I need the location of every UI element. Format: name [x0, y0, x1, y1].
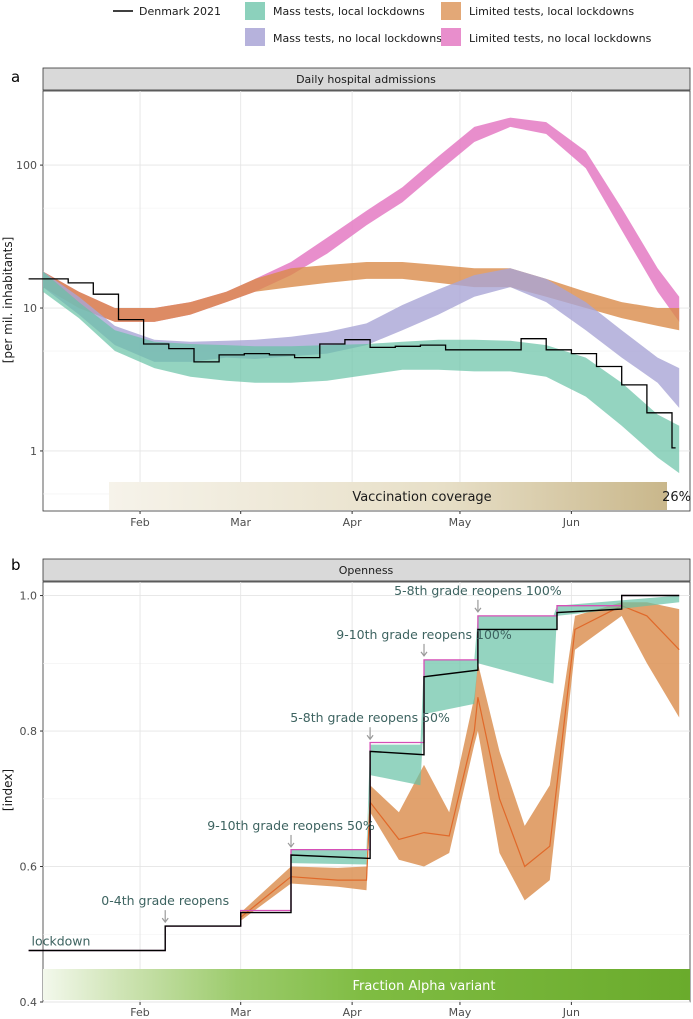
- annotation-label: 0-4th grade reopens: [101, 893, 229, 908]
- x-tick-label: Jun: [562, 516, 580, 529]
- band-limited_local: [240, 602, 680, 921]
- annotation-arrow-head: [287, 842, 295, 848]
- alpha-variant-label: Fraction Alpha variant: [352, 979, 495, 994]
- annotation-label: 5-8th grade reopens 100%: [394, 583, 562, 598]
- x-tick-label: Apr: [343, 516, 363, 529]
- denmark-2021-line: [28, 278, 676, 449]
- panel-a-title: Daily hospital admissions: [296, 73, 436, 86]
- annotation-label: 9-10th grade reopens 100%: [336, 627, 512, 642]
- legend-limited-nolocal-label: Limited tests, no local lockdowns: [469, 32, 652, 45]
- panel-b-annotations: lockdown 0-4th grade reopens 9-10th grade …: [31, 583, 561, 949]
- y-tick-label: 10: [23, 302, 37, 315]
- vaccination-coverage-label: Vaccination coverage: [352, 490, 491, 505]
- band-mass_local: [291, 595, 680, 865]
- panel-a-denmark-line: [28, 278, 676, 449]
- y-tick-label: 0.6: [20, 861, 38, 874]
- panel-b-ylabel: [index]: [1, 769, 15, 811]
- panel-b-plot-area: [42, 581, 691, 1003]
- line-limited_local-median: [240, 605, 680, 918]
- panel-b-x-ticks: Feb Mar Apr May Jun: [130, 1002, 580, 1019]
- y-tick-label: 1: [30, 445, 37, 458]
- alpha-variant-bar: [43, 969, 690, 1000]
- annotation-arrow-head: [161, 917, 169, 924]
- legend-mass-nolocal-label: Mass tests, no local lockdowns: [273, 32, 442, 45]
- panel-b-y-ticks: 0.4 0.6 0.8 1.0: [20, 590, 43, 1009]
- panel-b-bands: [240, 595, 680, 921]
- annotation-arrow-head: [366, 734, 374, 741]
- vaccination-coverage-bar: [109, 482, 667, 510]
- x-tick-label: Mar: [230, 516, 251, 529]
- panel-b-lines: [28, 594, 680, 952]
- legend-denmark-label: Denmark 2021: [139, 5, 221, 18]
- band-limited_nolocal: [43, 117, 680, 322]
- panel-a-ylabel: [per mil. inhabitants]: [1, 237, 15, 364]
- panel-a-strip: [42, 67, 691, 91]
- panel-b-strip: [42, 558, 691, 582]
- band-mass_local: [43, 271, 680, 474]
- legend-mass-nolocal-swatch: [245, 28, 265, 46]
- annotation-label: 5-8th grade reopens 50%: [290, 710, 450, 725]
- legend-mass-local-label: Mass tests, local lockdowns: [273, 5, 425, 18]
- panel-b-title: Openness: [339, 564, 394, 577]
- vaccination-coverage-value: 26%: [662, 490, 691, 505]
- legend-limited-local-label: Limited tests, local lockdowns: [469, 5, 634, 18]
- y-tick-label: 0.8: [20, 725, 38, 738]
- panel-a-tag: a: [11, 68, 20, 86]
- y-tick-label: 0.4: [20, 996, 38, 1009]
- x-tick-label: Apr: [343, 1006, 363, 1019]
- annotation-label: 9-10th grade reopens 50%: [207, 818, 375, 833]
- panel-b-tag: b: [11, 556, 21, 574]
- panel-a-x-ticks: Feb Mar Apr May Jun: [130, 511, 580, 529]
- x-tick-label: Feb: [130, 1006, 149, 1019]
- y-tick-label: 100: [16, 159, 37, 172]
- annotation-arrow-head: [420, 651, 428, 657]
- annotation-arrow-head: [474, 607, 482, 613]
- panel-a-y-ticks: 1 10 100: [16, 159, 43, 458]
- legend-limited-nolocal-swatch: [441, 28, 461, 46]
- denmark-2021-line: [28, 594, 680, 952]
- annotation-label: lockdown: [31, 934, 90, 949]
- legend: Denmark 2021 Mass tests, local lockdowns…: [113, 2, 652, 46]
- y-tick-label: 1.0: [20, 590, 38, 603]
- x-tick-label: Mar: [230, 1006, 251, 1019]
- legend-limited-local-swatch: [441, 2, 461, 20]
- legend-mass-local-swatch: [245, 2, 265, 20]
- x-tick-label: Jun: [562, 1006, 580, 1019]
- panel-a-bands: [43, 117, 680, 474]
- x-tick-label: Feb: [130, 516, 149, 529]
- x-tick-label: May: [449, 1006, 472, 1019]
- x-tick-label: May: [449, 516, 472, 529]
- band-mass_nolocal: [43, 268, 680, 408]
